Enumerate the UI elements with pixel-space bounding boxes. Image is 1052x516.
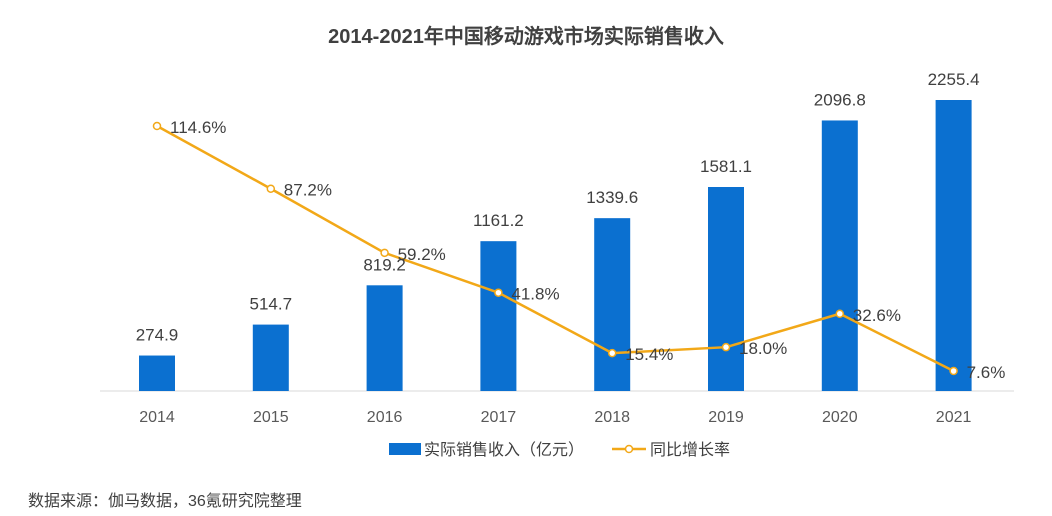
bar-2014 (139, 355, 175, 391)
legend: 实际销售收入（亿元） 同比增长率 (389, 441, 730, 459)
growth-value-label: 59.2% (398, 245, 446, 264)
bar-2016 (366, 285, 403, 391)
growth-value-label: 32.6% (853, 306, 901, 325)
bar-value-label: 819.2 (363, 255, 406, 274)
bar-2019 (708, 187, 744, 391)
bar-value-label: 274.9 (136, 326, 179, 345)
labels-layer: 274.9 514.7 819.2 1161.2 1339.6 1581.1 2096.8 2… (136, 70, 980, 345)
growth-value-label: 87.2% (284, 181, 332, 200)
legend-bar-swatch (389, 443, 421, 455)
x-tick-label: 2020 (822, 409, 858, 426)
x-tick-label: 2019 (708, 409, 744, 426)
x-tick-label: 2014 (139, 409, 175, 426)
growth-point-2014 (152, 121, 162, 131)
growth-rate-line (156, 124, 955, 373)
bar-value-label: 1339.6 (586, 188, 638, 207)
bar-2017 (480, 241, 517, 391)
x-tick-label: 2017 (481, 409, 517, 426)
source-note: 数据来源：伽马数据，36氪研究院整理 (28, 493, 302, 510)
bar-value-label: 1581.1 (700, 157, 752, 176)
bar-value-label: 2096.8 (814, 90, 866, 109)
bar-value-label: 1161.2 (473, 211, 524, 230)
growth-value-label: 18.0% (739, 339, 787, 358)
growth-value-label: 15.4% (625, 345, 673, 364)
growth-point-2019 (721, 342, 731, 352)
growth-point-2018 (607, 348, 617, 358)
ticks-layer: 2014 2015 2016 2017 2018 2019 2020 2021 (139, 409, 971, 426)
chart-title: 2014-2021年中国移动游戏市场实际销售收入 (328, 26, 724, 48)
legend-line-label: 同比增长率 (650, 441, 730, 459)
bar-2021 (935, 100, 972, 391)
growth-point-2017 (494, 288, 503, 297)
x-tick-label: 2016 (367, 409, 403, 426)
growth-value-label: 114.6% (170, 118, 226, 137)
growth-point-2015 (266, 184, 276, 193)
bar-2020 (821, 120, 858, 391)
line-layer: 114.6% 87.2% 59.2% 41.8% 15.4% 18.0% 32.6% 7.6% (152, 118, 1006, 382)
bar-value-label: 2255.4 (928, 70, 980, 89)
legend-bar-label: 实际销售收入（亿元） (424, 441, 584, 459)
bars-layer (139, 100, 972, 391)
bar-2015 (252, 324, 289, 391)
growth-value-label: 7.6% (967, 363, 1006, 382)
growth-point-2021 (949, 366, 958, 376)
x-tick-label: 2018 (594, 409, 630, 426)
growth-point-2016 (380, 248, 389, 258)
growth-value-label: 41.8% (511, 285, 559, 304)
bar-2018 (594, 218, 631, 391)
x-tick-label: 2021 (936, 409, 972, 426)
legend-line-marker (624, 444, 634, 454)
bar-value-label: 514.7 (250, 295, 293, 314)
growth-point-2020 (835, 309, 845, 319)
x-tick-label: 2015 (253, 409, 289, 426)
